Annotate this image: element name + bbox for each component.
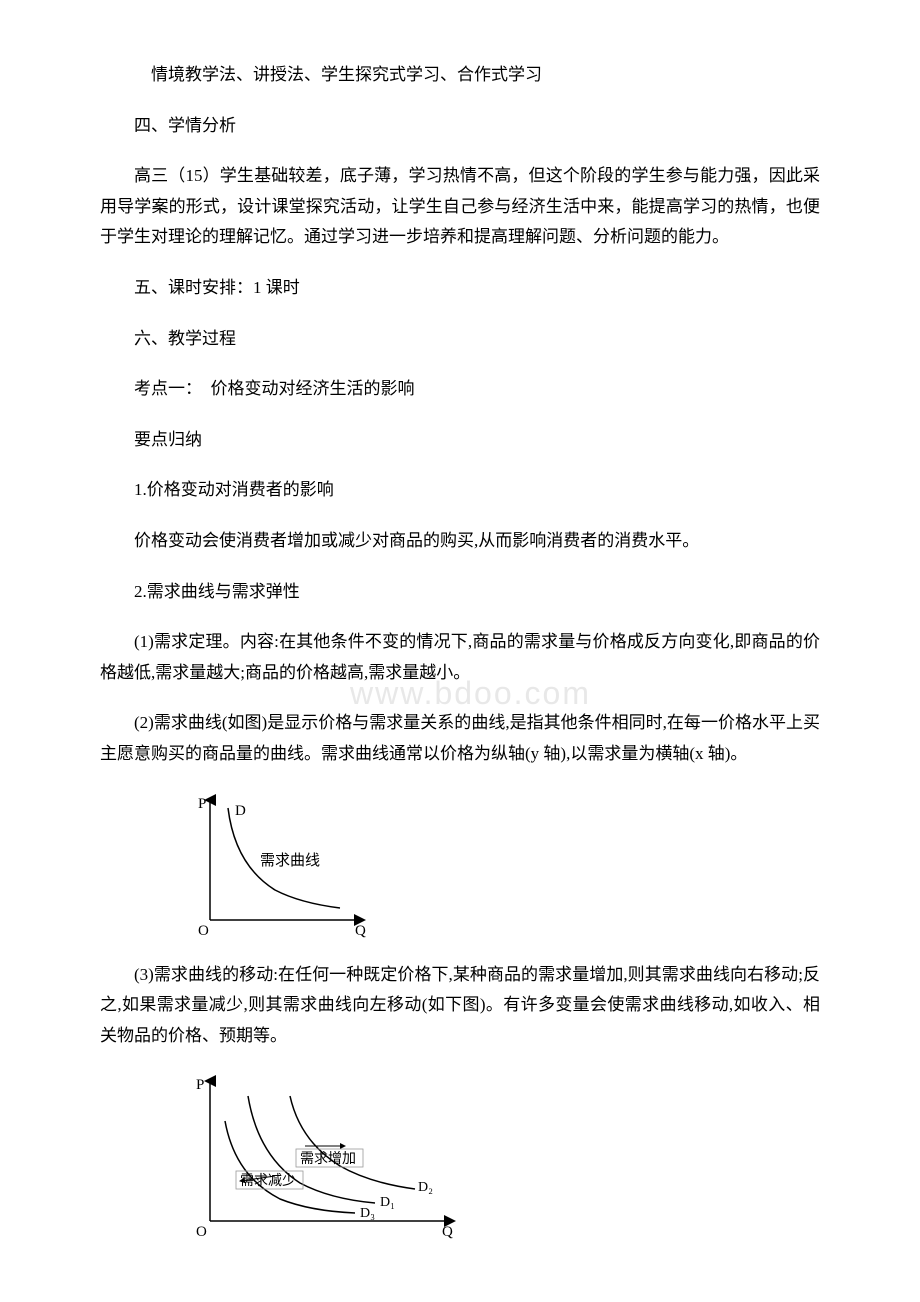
curve-d2	[290, 1096, 415, 1189]
y-axis-label: P	[198, 796, 206, 812]
paragraph-point2-sub1: (1)需求定理。内容:在其他条件不变的情况下,商品的需求量与价格成反方向变化,即…	[100, 627, 820, 688]
d1-label: D₁	[380, 1195, 395, 1210]
annotation-increase: 需求增加	[300, 1151, 356, 1167]
demand-curve-svg: P Q O D 需求曲线	[180, 790, 380, 940]
origin-label: O	[198, 923, 209, 939]
d2-label: D₂	[418, 1180, 433, 1195]
demand-curve-shift-chart: 需求增加 需求减少 P Q O D₁ D₂ D₃	[180, 1071, 820, 1241]
paragraph-methods: 情境教学法、讲授法、学生探究式学习、合作式学习	[100, 60, 820, 91]
paragraph-point2-sub2: (2)需求曲线(如图)是显示价格与需求量关系的曲线,是指其他条件相同时,在每一价…	[100, 708, 820, 769]
paragraph-kaodian-title: 考点一： 价格变动对经济生活的影响	[100, 374, 820, 405]
x-axis-label-2: Q	[442, 1224, 453, 1240]
d3-label: D₃	[360, 1206, 375, 1221]
annotation-decrease: 需求减少	[240, 1173, 296, 1189]
paragraph-section6-title: 六、教学过程	[100, 324, 820, 355]
origin-label-2: O	[196, 1224, 207, 1240]
paragraph-point1-content: 价格变动会使消费者增加或减少对商品的购买,从而影响消费者的消费水平。	[100, 526, 820, 557]
y-axis-label-2: P	[196, 1077, 204, 1093]
curve-annotation: 需求曲线	[260, 852, 320, 869]
paragraph-point2-sub3: (3)需求曲线的移动:在任何一种既定价格下,某种商品的需求量增加,则其需求曲线向…	[100, 960, 820, 1052]
curve-d-label: D	[235, 803, 246, 819]
paragraph-section5-title: 五、课时安排：1 课时	[100, 273, 820, 304]
paragraph-point2-title: 2.需求曲线与需求弹性	[100, 577, 820, 608]
paragraph-section4-title: 四、学情分析	[100, 111, 820, 142]
document-content: 情境教学法、讲授法、学生探究式学习、合作式学习 四、学情分析 高三（15）学生基…	[100, 60, 820, 1241]
paragraph-point1-title: 1.价格变动对消费者的影响	[100, 475, 820, 506]
demand-curve-chart: P Q O D 需求曲线	[180, 790, 820, 940]
paragraph-yaodian: 要点归纳	[100, 425, 820, 456]
paragraph-student-analysis: 高三（15）学生基础较差，底子薄，学习热情不高，但这个阶段的学生参与能力强，因此…	[100, 161, 820, 253]
x-axis-label: Q	[355, 923, 366, 939]
demand-shift-svg: 需求增加 需求减少 P Q O D₁ D₂ D₃	[180, 1071, 470, 1241]
